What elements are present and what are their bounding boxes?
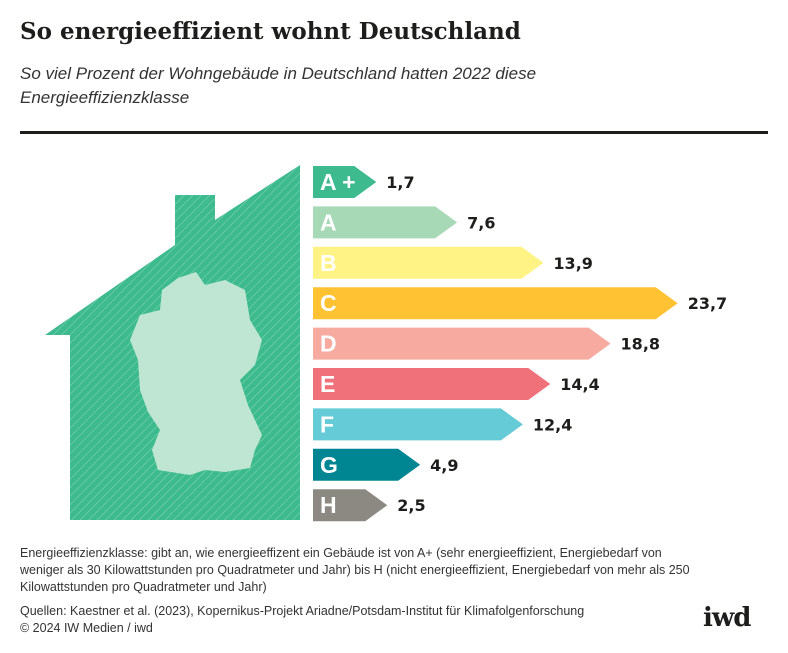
bar-C bbox=[313, 287, 678, 320]
bar-F bbox=[313, 408, 523, 441]
category-label: E bbox=[320, 371, 335, 397]
bar-A bbox=[313, 206, 458, 239]
value-label: 2,5 bbox=[397, 496, 425, 515]
copyright: © 2024 IW Medien / iwd bbox=[20, 621, 153, 635]
iwd-logo: iwd bbox=[703, 603, 751, 633]
category-label: A + bbox=[320, 169, 356, 195]
category-label: A bbox=[320, 209, 337, 235]
germany-map-icon bbox=[130, 272, 262, 475]
bar-Aplus bbox=[313, 166, 377, 198]
value-label: 7,6 bbox=[467, 213, 495, 232]
value-label: 1,7 bbox=[386, 173, 414, 192]
value-label: 18,8 bbox=[621, 335, 660, 354]
category-label: G bbox=[320, 452, 338, 478]
category-label: D bbox=[320, 331, 337, 357]
category-label: B bbox=[320, 250, 337, 276]
chart-subtitle: So viel Prozent der Wohngebäude in Deuts… bbox=[20, 64, 537, 107]
divider bbox=[20, 131, 768, 134]
chart-title: So energieeffizient wohnt Deutschland bbox=[20, 18, 521, 45]
bar-D bbox=[313, 327, 611, 360]
value-label: 4,9 bbox=[430, 456, 458, 475]
value-label: 23,7 bbox=[688, 294, 727, 313]
footnote: Energieeffizienzklasse: gibt an, wie ene… bbox=[20, 546, 690, 594]
sources: Quellen: Kaestner et al. (2023), Koperni… bbox=[20, 603, 584, 637]
bar-B bbox=[313, 246, 544, 279]
value-label: 12,4 bbox=[533, 415, 572, 434]
bar-E bbox=[313, 368, 551, 400]
bar-H bbox=[313, 489, 388, 522]
chart: A + 1,7 A 7,6 B 13,9 C 23,7 D 18,8 E 14,4 F 12,4 G 4,9 H… bbox=[45, 165, 727, 522]
category-label: H bbox=[320, 492, 337, 518]
bar-G bbox=[313, 448, 421, 481]
sources-text: Quellen: Kaestner et al. (2023), Koperni… bbox=[20, 604, 585, 618]
category-label: F bbox=[320, 411, 334, 437]
house-icon bbox=[45, 165, 300, 520]
value-label: 14,4 bbox=[560, 375, 599, 394]
value-label: 13,9 bbox=[553, 254, 592, 273]
category-label: C bbox=[320, 290, 337, 316]
